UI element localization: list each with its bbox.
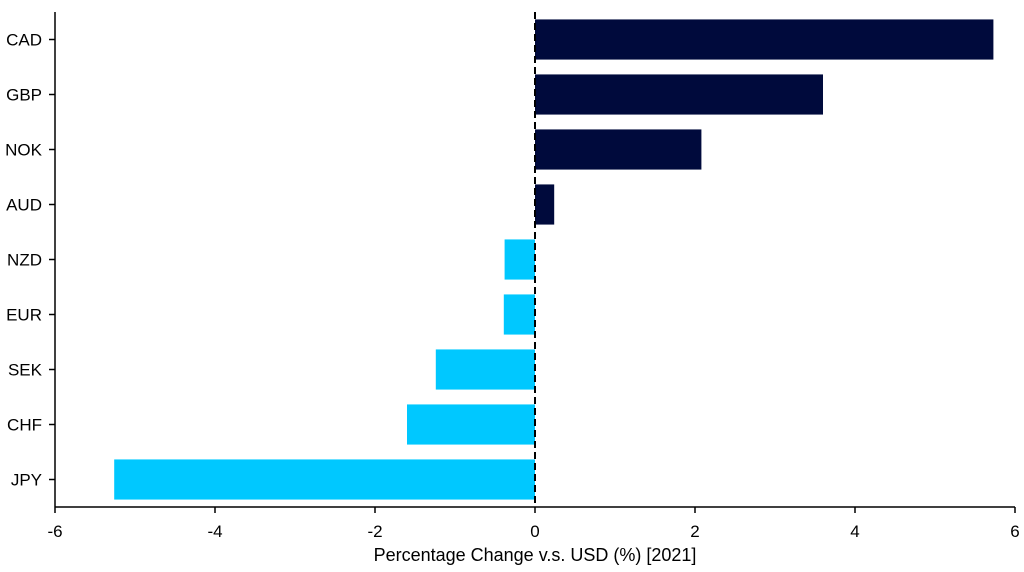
x-tick-label: 2 — [690, 522, 699, 541]
x-tick-label: -2 — [367, 522, 382, 541]
bar-cad — [535, 19, 994, 60]
category-label-aud: AUD — [6, 196, 42, 215]
category-label-jpy: JPY — [11, 471, 42, 490]
x-axis-title: Percentage Change v.s. USD (%) [2021] — [374, 545, 697, 565]
category-label-chf: CHF — [7, 416, 42, 435]
category-label-cad: CAD — [6, 31, 42, 50]
x-tick-label: 0 — [530, 522, 539, 541]
x-tick-label: -6 — [47, 522, 62, 541]
bar-gbp — [535, 74, 823, 115]
x-axis-ticks: -6 -4 -2 0 2 4 6 — [47, 507, 1020, 541]
bar-nzd — [504, 239, 535, 280]
category-labels: CAD GBP NOK AUD NZD EUR SEK CHF JPY — [5, 31, 55, 490]
x-tick-label: 6 — [1010, 522, 1019, 541]
category-label-gbp: GBP — [6, 86, 42, 105]
x-tick-label: -4 — [207, 522, 222, 541]
category-label-nzd: NZD — [7, 251, 42, 270]
category-label-eur: EUR — [6, 306, 42, 325]
bar-eur — [503, 294, 535, 335]
category-label-nok: NOK — [5, 141, 43, 160]
bars-group — [114, 19, 994, 500]
category-label-sek: SEK — [8, 361, 43, 380]
bar-chf — [407, 404, 535, 445]
bar-jpy — [114, 459, 535, 500]
bar-sek — [435, 349, 535, 390]
bar-nok — [535, 129, 702, 170]
x-tick-label: 4 — [850, 522, 859, 541]
bar-aud — [535, 184, 555, 225]
